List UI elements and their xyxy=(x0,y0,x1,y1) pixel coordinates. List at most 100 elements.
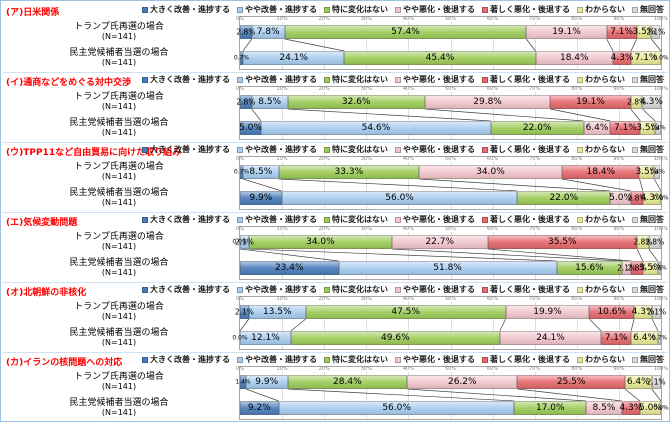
category-sample-size: (N=141) xyxy=(101,32,137,41)
gridline xyxy=(534,92,536,139)
legend-label: やや改善・進捗する xyxy=(245,75,317,84)
category-sample-size: (N=141) xyxy=(101,382,137,391)
bar-segment xyxy=(586,401,622,415)
bar-segment xyxy=(636,25,652,39)
legend-item: 無回答 xyxy=(632,354,664,365)
bar-segment xyxy=(338,261,557,275)
bar-segment xyxy=(517,375,625,389)
bar-segment xyxy=(654,165,661,179)
category-sample-size: (N=141) xyxy=(101,338,137,347)
axis-tick: 70% xyxy=(529,296,541,302)
series-connector-lines xyxy=(251,108,656,122)
gridline xyxy=(492,92,494,139)
category-sample-size: (N=141) xyxy=(101,312,137,321)
legend-item: 大きく改善・進捗する xyxy=(142,354,230,365)
bar-segment xyxy=(556,261,623,275)
category-label: 民主党候補者当選の場合 (N=141) xyxy=(3,258,235,277)
legend-label: やや改善・進捗する xyxy=(245,5,317,14)
bar-segment xyxy=(290,331,500,345)
legend-label: 特に変化はない xyxy=(332,355,388,364)
axis-tick: 40% xyxy=(402,296,414,302)
series-connector-lines xyxy=(239,248,658,262)
legend-item: 著しく悪化・後退する xyxy=(482,284,570,295)
legend-item: わからない xyxy=(577,214,625,225)
bar-segment xyxy=(240,165,243,179)
bar-segment xyxy=(589,305,635,319)
legend-item: わからない xyxy=(577,4,625,15)
bar-segment xyxy=(487,235,637,249)
bar-segment xyxy=(490,121,584,135)
legend-swatch-icon xyxy=(324,76,330,83)
stacked-bar: 1.4% 9.9% 28.4% 26.2% 25.5% 6.4% 2.1% xyxy=(235,375,666,389)
bar-segment xyxy=(424,95,551,109)
axis-tick: 20% xyxy=(318,226,330,232)
legend-label: やや悪化・後退する xyxy=(403,215,475,224)
bar-segment xyxy=(344,51,536,65)
gridline xyxy=(324,92,326,139)
bar-segment xyxy=(610,121,641,135)
gridline xyxy=(534,232,536,279)
bar-segment xyxy=(640,121,656,135)
legend-item: 特に変化はない xyxy=(324,74,388,85)
bar-segment xyxy=(621,401,640,415)
legend-item: やや改善・進捗する xyxy=(237,74,317,85)
gridline xyxy=(576,302,578,349)
legend-item: 無回答 xyxy=(632,74,664,85)
legend-item: やや悪化・後退する xyxy=(395,214,475,225)
bar-segment xyxy=(535,51,613,65)
axis-tick: 100% xyxy=(653,296,669,302)
axis-tick: 50% xyxy=(444,86,457,92)
axis-tick: 70% xyxy=(529,86,541,92)
legend-label: 大きく改善・進捗する xyxy=(150,215,230,224)
gridline xyxy=(576,22,578,69)
gridline xyxy=(492,372,494,419)
bar-segment xyxy=(240,305,249,319)
legend-item: 特に変化はない xyxy=(324,214,388,225)
gridline xyxy=(324,372,326,419)
legend-label: 無回答 xyxy=(640,145,664,154)
stacked-bar: 0.7% 8.5% 33.3% 34.0% 18.4% 3.5% 1.4% xyxy=(234,165,665,179)
bar-segment xyxy=(242,165,279,179)
bar-segment xyxy=(240,261,339,275)
category-label: トランプ氏再選の場合 (N=141) xyxy=(3,372,235,391)
chart-section: (オ)北朝鮮の非核化 大きく改善・進捗する やや改善・進捗する 特に変化はない やや悪化… xyxy=(3,283,669,353)
gridline xyxy=(324,22,326,69)
legend-label: やや改善・進捗する xyxy=(245,355,317,364)
bar-segment xyxy=(240,191,282,205)
gridline xyxy=(366,372,368,419)
legend-label: やや悪化・後退する xyxy=(403,75,475,84)
legend-label: わからない xyxy=(585,145,625,154)
legend-label: わからない xyxy=(585,5,625,14)
legend-swatch-icon xyxy=(482,146,488,153)
series-connector-lines xyxy=(239,318,659,332)
legend-swatch-icon xyxy=(482,286,488,293)
category-name: トランプ氏再選の場合 xyxy=(74,92,164,102)
category-name: トランプ氏再選の場合 xyxy=(74,302,164,312)
gridline xyxy=(450,92,452,139)
bar-segment xyxy=(651,25,661,39)
axis-tick: 40% xyxy=(402,366,414,372)
category-sample-size: (N=141) xyxy=(101,268,137,277)
legend-swatch-icon xyxy=(237,76,243,83)
axis-tick: 90% xyxy=(613,366,625,372)
stacked-bar: 2.8% 7.8% 57.4% 19.1% 7.1% 3.5% 2.1% xyxy=(236,25,665,39)
axis-tick: 90% xyxy=(613,226,625,232)
legend-label: 大きく改善・進捗する xyxy=(150,75,230,84)
legend: 大きく改善・進捗する やや改善・進捗する 特に変化はない やや悪化・後退する 著しく悪化… xyxy=(142,74,664,85)
legend: 大きく改善・進捗する やや改善・進捗する 特に変化はない やや悪化・後退する 著しく悪化… xyxy=(142,4,664,15)
legend-swatch-icon xyxy=(324,216,330,223)
legend-label: やや悪化・後退する xyxy=(403,145,475,154)
bar-segment xyxy=(639,165,655,179)
chart-section: (ア)日米関係 大きく改善・進捗する やや改善・進捗する 特に変化はない やや悪化・後退… xyxy=(3,3,669,73)
bar-segment xyxy=(636,235,649,249)
legend-swatch-icon xyxy=(142,76,148,83)
bar-segment xyxy=(251,25,285,39)
category-sample-size: (N=141) xyxy=(101,408,137,417)
bar-segment xyxy=(648,235,661,249)
axis-tick: 20% xyxy=(318,296,330,302)
legend-swatch-icon xyxy=(482,216,488,223)
plot-area: 0% 10% 20% 30% 40% 50% 60% 70% 80% 90% 100% 0.7% 8.5… xyxy=(234,156,669,210)
axis-tick: 30% xyxy=(360,296,372,302)
legend-label: 著しく悪化・後退する xyxy=(490,215,570,224)
legend-item: やや悪化・後退する xyxy=(395,284,475,295)
